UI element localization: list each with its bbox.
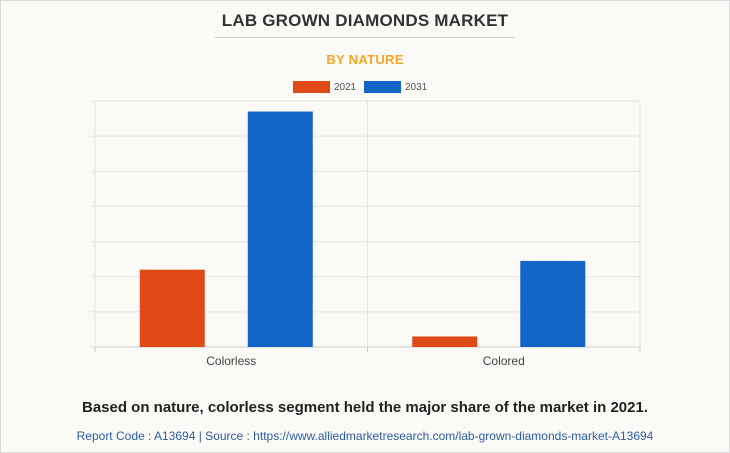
legend-label-2021: 2021	[334, 81, 357, 93]
chart-caption: Based on nature, colorless segment held …	[81, 399, 648, 416]
legend-swatch-2031	[364, 81, 401, 93]
legend-item-2021[interactable]: 2021	[293, 80, 356, 94]
x-tick-label: Colored	[483, 354, 525, 368]
chart-title: LAB GROWN DIAMONDS MARKET	[221, 11, 509, 30]
chart-subtitle: BY NATURE	[326, 52, 404, 67]
legend-label-2031: 2031	[405, 81, 428, 93]
legend-swatch-2021	[293, 81, 330, 93]
x-tick-label: Colorless	[206, 354, 256, 368]
bar-2021-colored	[412, 336, 478, 347]
source-line[interactable]: Report Code : A13694 | Source : https://…	[76, 429, 654, 443]
legend: 2021 2031	[0, 80, 730, 94]
bar-2031-colored	[520, 260, 586, 347]
title-divider	[215, 37, 515, 38]
bar-2021-colorless	[139, 269, 205, 347]
bar-2031-colorless	[247, 111, 313, 348]
legend-item-2031[interactable]: 2031	[364, 80, 427, 94]
